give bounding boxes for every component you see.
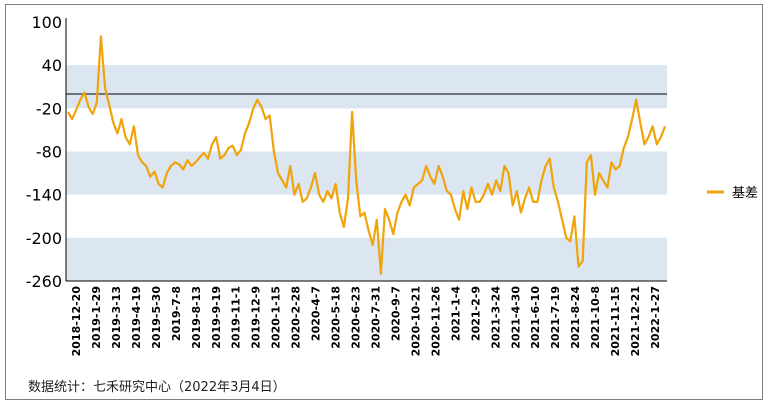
y-axis: 100 40 -20 -80 -140 -200 -260 [26, 13, 67, 291]
background-bands [66, 65, 667, 281]
x-tick-label: 2021-2-9 [469, 286, 482, 341]
x-tick-label: 2019-9-19 [210, 286, 223, 349]
x-tick-label: 2021-12-21 [629, 286, 642, 356]
x-tick-label: 2019-3-13 [110, 286, 123, 349]
x-tick-label: 2019-5-30 [150, 286, 163, 349]
x-tick-label: 2019-4-19 [130, 286, 143, 349]
series-layer [67, 35, 667, 275]
y-tick-label: -260 [26, 272, 62, 291]
x-tick-label: 2019-8-13 [190, 286, 203, 349]
y-tick-label: -20 [36, 99, 62, 118]
x-tick-label: 2020-5-18 [330, 286, 343, 349]
x-tick-label: 2021-11-15 [609, 286, 622, 356]
x-tick-label: 2020-11-26 [429, 286, 442, 357]
source-note: 数据统计：七禾研究中心（2022年3月4日） [28, 380, 286, 395]
x-tick-label: 2022-1-27 [649, 286, 662, 349]
y-tick-label: -80 [36, 143, 62, 162]
x-tick-label: 2021-1-4 [449, 286, 462, 341]
band-2 [66, 237, 667, 281]
y-tick-label: -140 [26, 186, 62, 205]
x-tick-label: 2020-7-31 [369, 286, 382, 349]
x-tick-label: 2021-6-10 [529, 286, 542, 349]
legend[interactable]: 基差 [707, 186, 758, 201]
x-tick-label: 2021-7-19 [549, 286, 562, 349]
y-tick-label: -200 [26, 229, 62, 248]
x-axis: 2018-12-20 2019-1-29 2019-3-13 2019-4-19 201… [66, 280, 667, 357]
legend-label: 基差 [732, 186, 758, 201]
y-tick-label: 100 [31, 13, 62, 32]
x-tick-label: 2018-12-20 [70, 286, 83, 357]
chart-frame [5, 4, 763, 400]
x-tick-label: 2019-1-29 [90, 286, 103, 349]
x-tick-label: 2019-12-9 [250, 286, 263, 349]
x-tick-label: 2020-4-7 [310, 286, 323, 341]
x-tick-label: 2020-1-15 [270, 286, 283, 349]
x-tick-label: 2019-7-8 [170, 286, 183, 341]
x-tick-label: 2020-2-28 [290, 286, 303, 349]
x-tick-label: 2020-9-7 [389, 286, 402, 341]
x-tick-label: 2020-10-21 [409, 286, 422, 356]
x-tick-label: 2021-10-8 [589, 286, 602, 349]
x-tick-label: 2021-8-24 [569, 286, 582, 349]
x-tick-label: 2021-3-24 [489, 286, 502, 349]
x-tick-label: 2021-4-30 [509, 286, 522, 349]
x-tick-label: 2020-6-23 [350, 286, 363, 349]
series-line-0 [67, 35, 667, 275]
x-tick-label: 2019-11-1 [230, 286, 243, 349]
y-tick-label: 40 [42, 56, 62, 75]
band-0 [66, 65, 667, 109]
